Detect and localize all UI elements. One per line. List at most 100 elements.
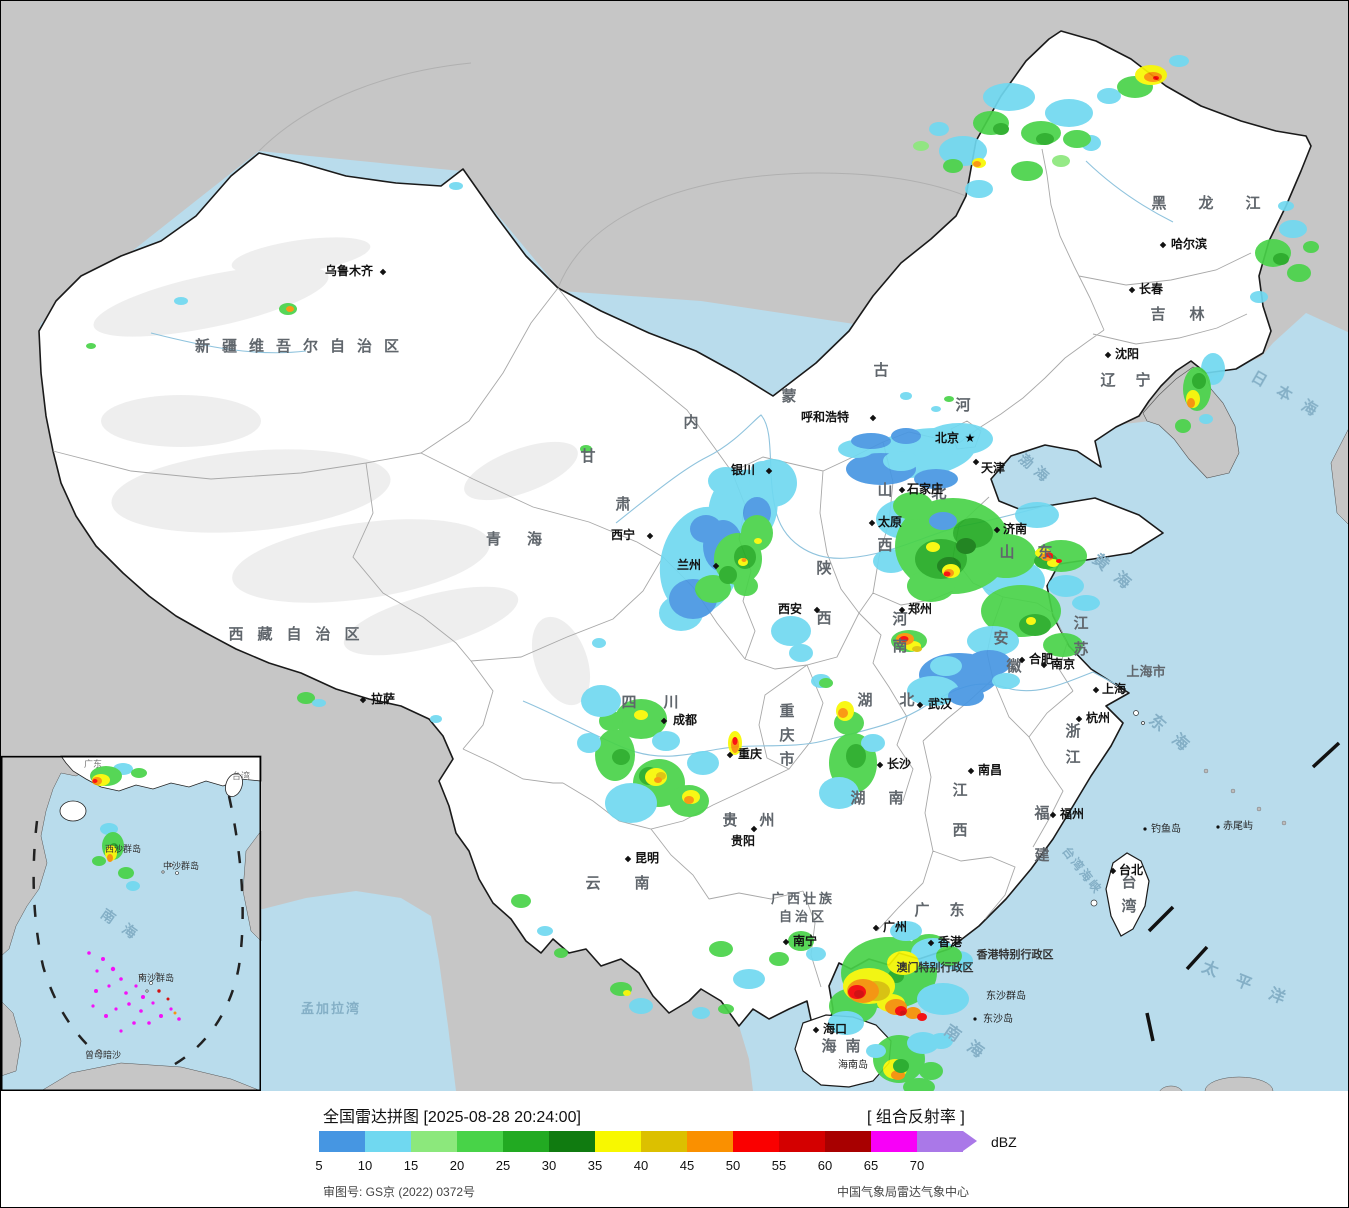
- legend-unit-label: dBZ: [991, 1134, 1017, 1150]
- province-label: 福: [1033, 804, 1049, 822]
- city-marker: [876, 761, 884, 769]
- colorbar-seg-20: [457, 1131, 503, 1152]
- province-label: 蒙: [781, 387, 796, 405]
- neighbor-land: [1142, 366, 1348, 1091]
- island-marker: [973, 1017, 977, 1021]
- city-marker: [967, 767, 975, 775]
- city-label: 武汉: [928, 696, 953, 711]
- province-label: 苏: [1073, 640, 1088, 658]
- city-marker: [765, 467, 773, 475]
- province-label: 西: [877, 537, 892, 554]
- city-label: 拉萨: [371, 691, 395, 706]
- offshore-boundary-dashes: [1145, 741, 1341, 1042]
- province-label: 甘: [580, 447, 595, 465]
- province-label: 青海: [486, 530, 568, 548]
- city-label: 哈尔滨: [1171, 236, 1207, 251]
- island-label: 东沙群岛: [986, 989, 1026, 1002]
- inset-label: 南沙群岛: [138, 972, 174, 983]
- province-label: 建: [1034, 846, 1050, 864]
- city-label: 乌鲁木齐: [325, 263, 374, 278]
- city-marker: [972, 458, 980, 466]
- city-label: 香港: [937, 934, 963, 949]
- province-label: 北: [899, 692, 914, 709]
- city-marker: [750, 825, 758, 833]
- city-label: 杭州: [1086, 710, 1110, 725]
- colorbar-seg-60: [825, 1131, 871, 1152]
- colorbar-tick: 30: [541, 1158, 557, 1173]
- province-label: 南: [892, 637, 907, 655]
- province-label: 南: [845, 1037, 860, 1055]
- island-marker: [1216, 825, 1220, 829]
- province-label: 海: [821, 1037, 836, 1055]
- island-label: 东沙岛: [983, 1012, 1013, 1025]
- province-label: 山: [877, 482, 892, 499]
- province-label: 山: [999, 544, 1014, 561]
- inset-clutter-specks: [87, 951, 181, 1033]
- island-label: 钓鱼岛: [1151, 822, 1181, 835]
- province-label: 川: [662, 694, 678, 711]
- province-label: 古: [873, 361, 888, 379]
- city-label: 台北: [1119, 862, 1143, 877]
- city-marker: [660, 717, 668, 725]
- colorbar-tick: 70: [909, 1158, 925, 1173]
- province-label: 徽: [1005, 657, 1022, 675]
- province-label: 辽: [1100, 372, 1115, 389]
- province-label: 云: [585, 875, 600, 892]
- colorbar-tick: 35: [587, 1158, 603, 1173]
- province-label: 安: [993, 629, 1008, 647]
- colorbar-tick-row: 5 10 15 20 25 30 35 40 45 50 55 60 65 70: [315, 1158, 1039, 1174]
- colorbar-seg-35: [595, 1131, 641, 1152]
- city-marker: [872, 924, 880, 932]
- city-label: 贵阳: [731, 833, 755, 848]
- colorbar-tick: 60: [817, 1158, 833, 1173]
- province-label: 西: [952, 822, 967, 839]
- province-label: 四: [621, 694, 636, 711]
- province-label: 江: [1245, 194, 1260, 212]
- legend-product-name: [ 组合反射率 ]: [867, 1109, 965, 1126]
- province-label: 林: [1189, 305, 1205, 323]
- colorbar-seg-65: [871, 1131, 917, 1152]
- city-label: 福州: [1059, 806, 1084, 821]
- province-label: 西: [816, 610, 831, 627]
- city-label: 昆明: [635, 851, 659, 865]
- sea-label: 孟加拉湾: [301, 1001, 361, 1016]
- colorbar-tick: 65: [863, 1158, 879, 1173]
- city-label: 南京: [1051, 656, 1075, 671]
- colorbar-tick: 10: [357, 1158, 373, 1173]
- colorbar-seg-50: [733, 1131, 779, 1152]
- city-marker: [726, 751, 734, 759]
- province-label: 市: [779, 750, 794, 768]
- city-label: 郑州: [908, 601, 932, 616]
- inset-label: 中沙群岛: [163, 860, 199, 871]
- city-marker: [359, 696, 367, 704]
- legend-credit: 中国气象局雷达气象中心: [837, 1185, 970, 1199]
- city-label: 北京: [935, 430, 959, 445]
- city-label: 石家庄: [906, 481, 943, 496]
- province-label: 浙: [1065, 722, 1080, 740]
- province-label: 贵: [722, 811, 737, 829]
- city-marker: [782, 938, 790, 946]
- legend-panel: 全国雷达拼图 [2025-08-28 20:24:00] [ 组合反射率 ] d…: [1, 1091, 1348, 1207]
- province-label: 湾: [1121, 897, 1136, 915]
- colorbar-seg-30: [549, 1131, 595, 1152]
- reflectivity-colorbar: [319, 1131, 977, 1152]
- province-label: 上海市: [1126, 664, 1165, 679]
- city-marker: [379, 268, 387, 276]
- capital-star-marker: ★: [965, 431, 976, 445]
- province-label: 湖: [857, 692, 872, 709]
- colorbar-seg-10: [365, 1131, 411, 1152]
- city-label: 重庆: [738, 746, 762, 761]
- radar-echoes: [86, 55, 1319, 1091]
- province-label: 重: [779, 702, 794, 720]
- colorbar-tick: 40: [633, 1158, 649, 1173]
- province-label: 新疆维吾尔自治区: [195, 337, 411, 355]
- china-radar-map: 渤海黄海东海日本海台湾海峡南海太平洋孟加拉湾新疆维吾尔自治区西藏自治区青海甘肃内…: [1, 1, 1348, 1091]
- colorbar-seg-15: [411, 1131, 457, 1152]
- city-label: 长春: [1139, 281, 1164, 296]
- legend-title: 全国雷达拼图 [2025-08-28 20:24:00]: [323, 1109, 581, 1126]
- city-label: 西宁: [611, 527, 635, 542]
- colorbar-seg-45: [687, 1131, 733, 1152]
- province-label: 东: [949, 901, 964, 919]
- colorbar-seg-5: [319, 1131, 365, 1152]
